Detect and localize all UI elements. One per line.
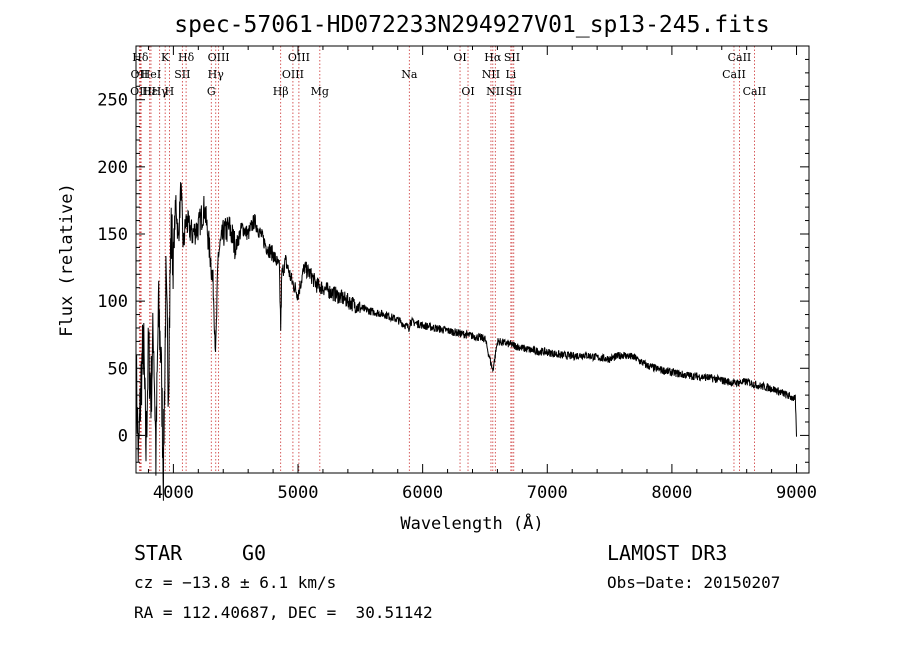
- line-marker-label: OIII: [288, 51, 310, 64]
- y-tick-label: 150: [97, 225, 128, 245]
- line-marker-label: Li: [505, 68, 516, 81]
- line-marker-label: Hδ: [132, 51, 149, 64]
- line-marker-label: CaII: [743, 85, 767, 98]
- observation-date: Obs−Date: 20150207: [607, 573, 781, 592]
- line-marker-label: OI: [453, 51, 466, 64]
- line-marker-label: NII: [482, 68, 500, 81]
- line-marker-label: Hα: [484, 51, 502, 64]
- y-tick-label: 200: [97, 158, 128, 178]
- line-marker-label: SII: [504, 51, 520, 64]
- y-tick-label: 0: [118, 426, 128, 446]
- x-axis-ticks: 4000 5000 6000 7000 8000 9000: [147, 46, 817, 503]
- x-tick-label: 9000: [776, 483, 817, 503]
- line-marker-label: Na: [401, 68, 418, 81]
- x-tick-label: 4000: [153, 483, 194, 503]
- y-axis-ticks: 0 50 100 150 200 250: [97, 58, 809, 463]
- line-marker-label: CaII: [722, 68, 746, 81]
- x-tick-label: 7000: [527, 483, 568, 503]
- spectral-line-markers: [138, 46, 755, 473]
- coordinates: RA = 112.40687, DEC = 30.51142: [134, 603, 433, 622]
- survey-name: LAMOST DR3: [607, 541, 728, 565]
- x-axis-label: Wavelength (Å): [400, 512, 543, 534]
- object-class: STAR: [134, 541, 183, 565]
- line-marker-label: SII: [174, 68, 190, 81]
- x-tick-label: 6000: [402, 483, 443, 503]
- line-marker-label: OIII: [208, 51, 230, 64]
- object-subclass: G0: [242, 541, 267, 565]
- line-marker-label: Hβ: [273, 85, 289, 98]
- spectrum-chart: spec-57061-HD072233N294927V01_sp13-245.f…: [57, 12, 817, 534]
- line-marker-label: OII: [131, 68, 149, 81]
- chart-title: spec-57061-HD072233N294927V01_sp13-245.f…: [174, 12, 769, 38]
- line-marker-label: CaII: [728, 51, 752, 64]
- line-marker-label: NII: [486, 85, 504, 98]
- line-marker-label: G: [207, 85, 216, 98]
- line-marker-label: Hγ: [208, 68, 225, 81]
- line-marker-label: Hδ: [178, 51, 195, 64]
- line-marker-label: HeI: [141, 68, 161, 81]
- line-marker-label: Hγ: [152, 85, 169, 98]
- line-marker-label: OIII: [282, 68, 304, 81]
- redshift-velocity: cz = −13.8 ± 6.1 km/s: [134, 573, 337, 592]
- y-tick-label: 100: [97, 292, 128, 312]
- line-marker-label: H: [165, 85, 175, 98]
- y-tick-label: 50: [108, 359, 128, 379]
- y-tick-label: 250: [97, 91, 128, 111]
- x-tick-label: 8000: [651, 483, 692, 503]
- y-axis-label: Flux (relative): [57, 183, 77, 337]
- line-marker-label: SII: [506, 85, 522, 98]
- spectrum-line: [135, 182, 797, 501]
- line-marker-label: Hε: [142, 85, 158, 98]
- line-marker-label: Mg: [311, 85, 329, 98]
- plot-frame: [135, 45, 810, 474]
- line-marker-label: K: [161, 51, 170, 64]
- x-tick-label: 5000: [278, 483, 319, 503]
- line-marker-label: OI: [461, 85, 474, 98]
